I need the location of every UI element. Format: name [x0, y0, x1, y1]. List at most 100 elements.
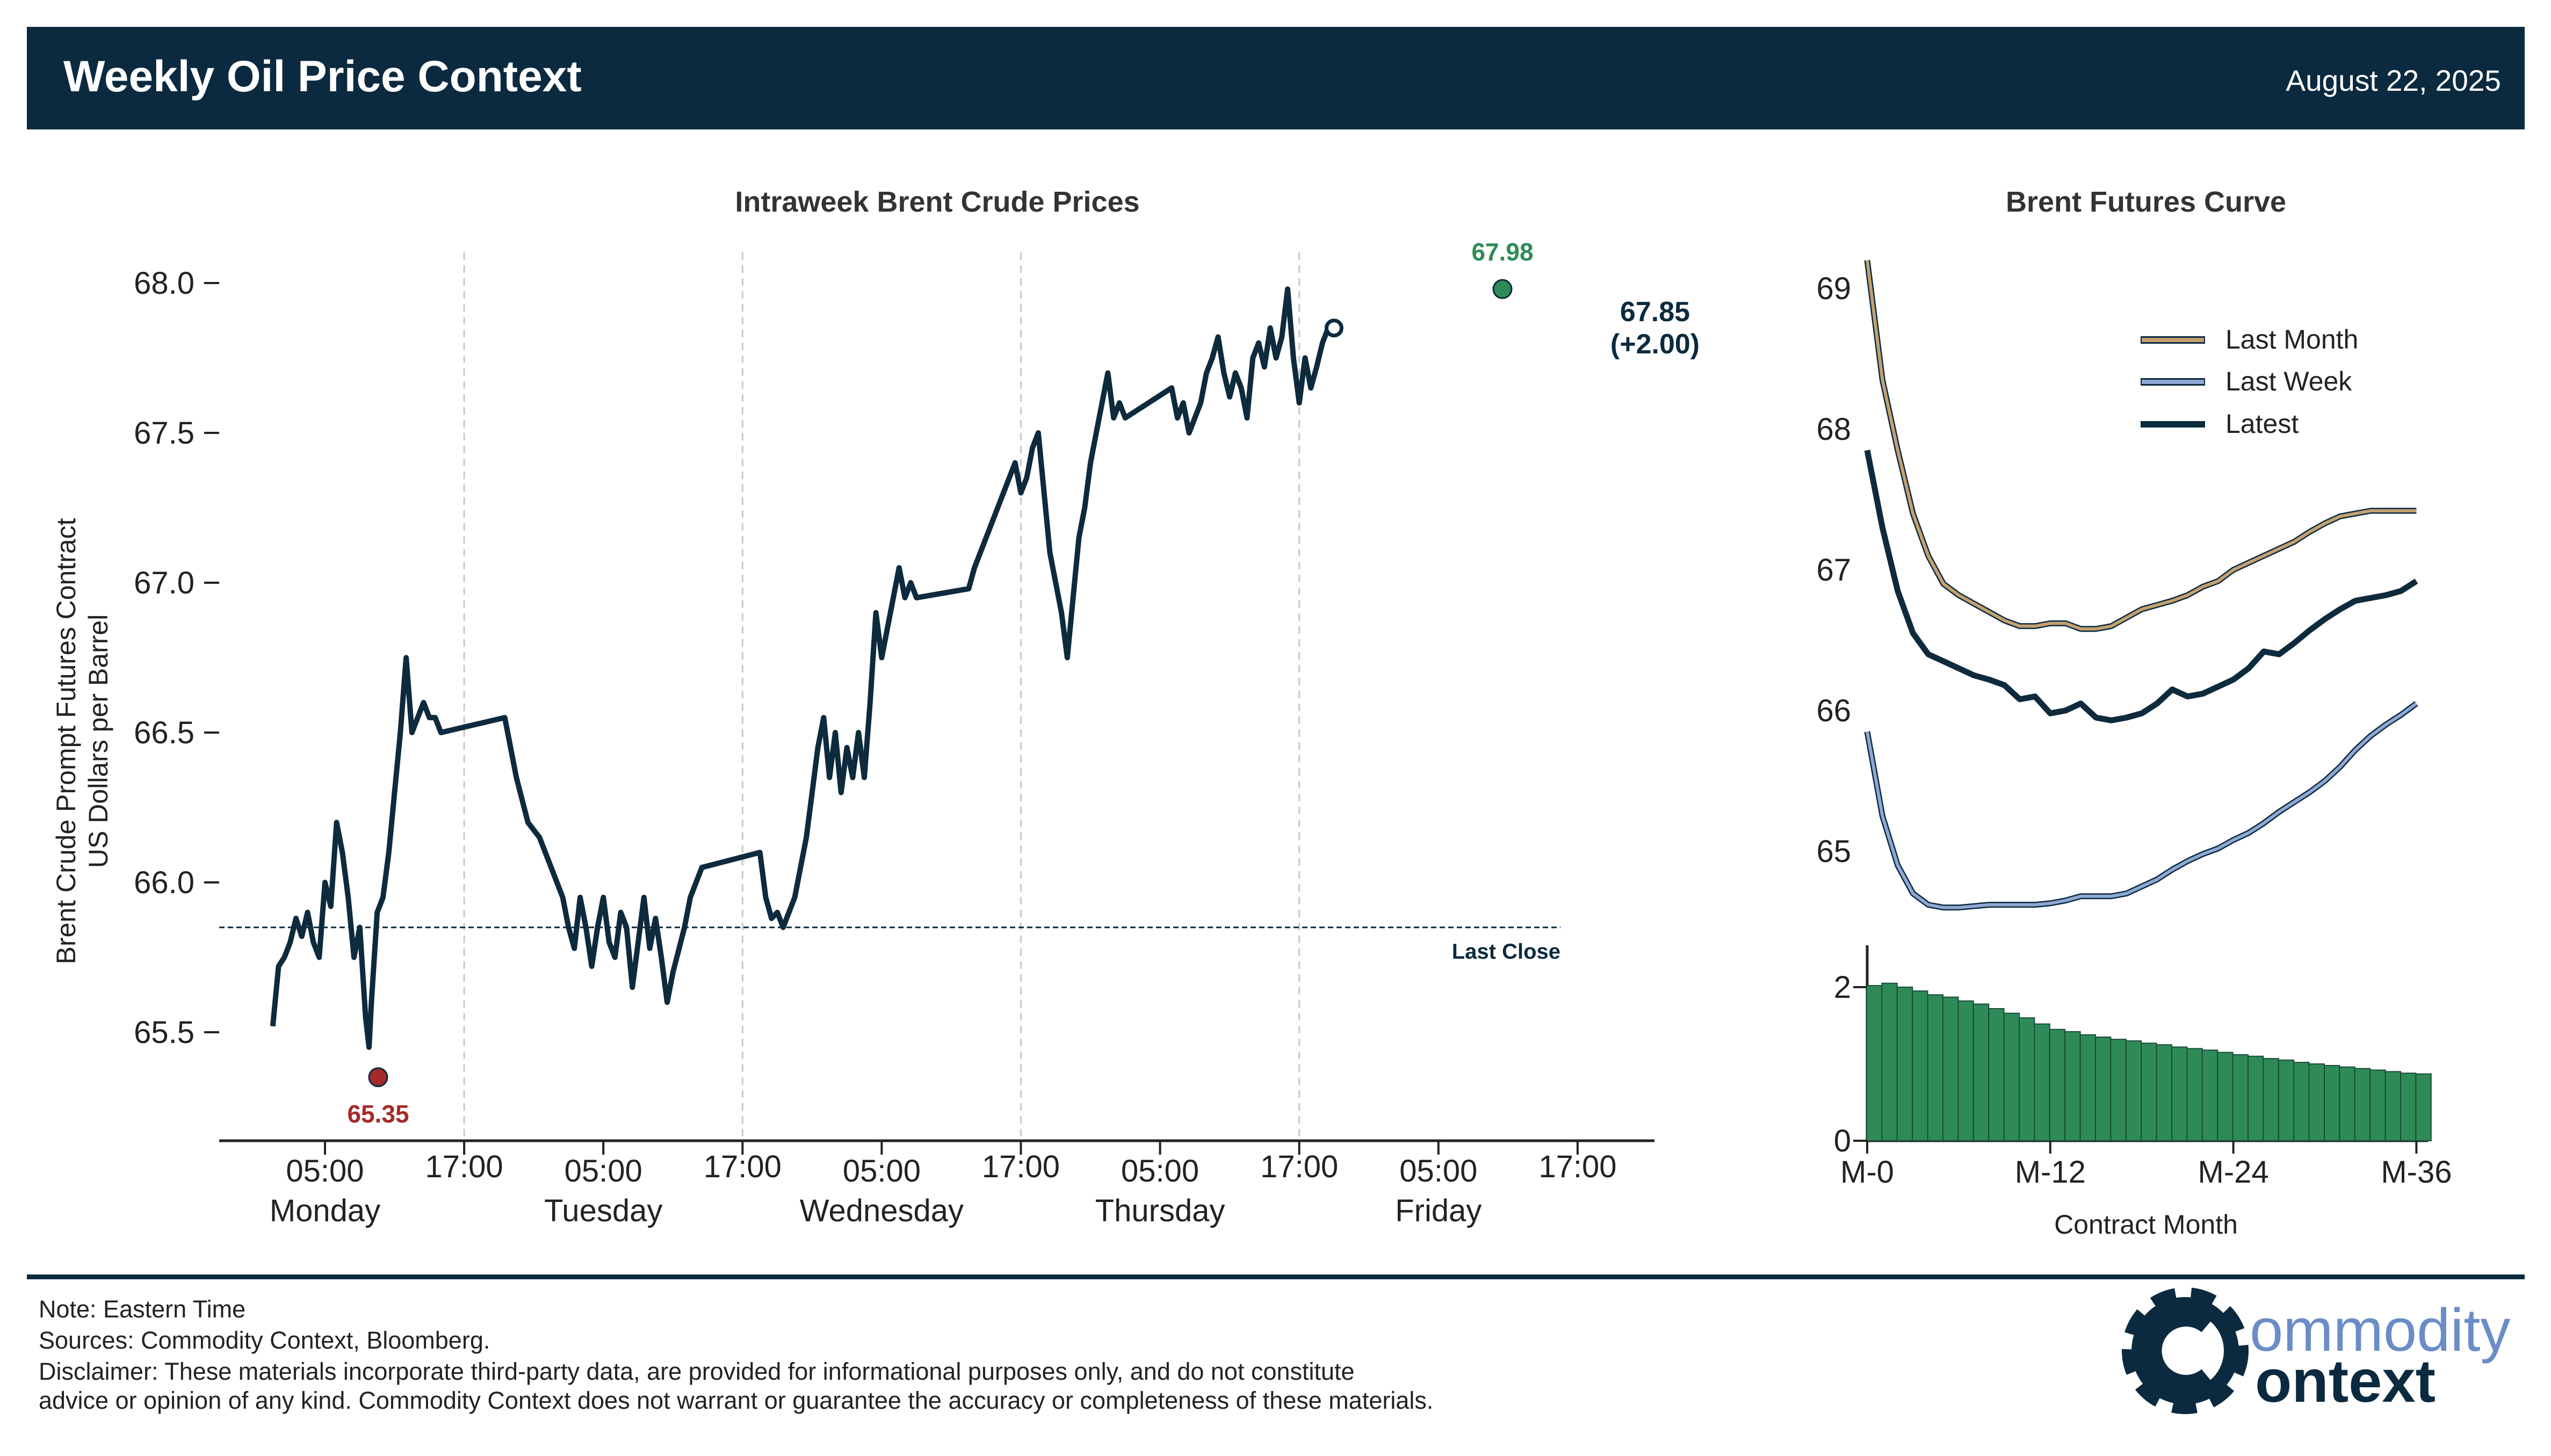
logo-text-context: ontext: [2255, 1348, 2436, 1415]
spread-bar-13: [2064, 1031, 2081, 1142]
legend-label-last-week: Last Week: [2225, 366, 2352, 396]
footer-disclaimer-line-1: Disclaimer: These materials incorporate …: [39, 1358, 1355, 1385]
spread-bar-15: [2095, 1037, 2112, 1142]
curve-line-1: [1866, 702, 2418, 909]
brent-price-line: [270, 286, 1334, 1050]
spread-bar-10: [2019, 1017, 2035, 1141]
spread-bar-3: [1912, 990, 1928, 1141]
spread-bar-14: [2079, 1034, 2097, 1141]
bar-y-tick-label-1: 2: [1834, 970, 1851, 1005]
spread-bar-16: [2110, 1039, 2127, 1141]
spread-bar-36: [2415, 1073, 2432, 1141]
spread-bar-23: [2217, 1052, 2234, 1141]
legend-label-latest: Latest: [2225, 409, 2299, 439]
right-x-tick-label-1: M-12: [2015, 1155, 2086, 1190]
latest-marker: [1324, 318, 1343, 338]
report-date: August 22, 2025: [2286, 64, 2501, 97]
left-y-tick-label-3: 67.0: [134, 566, 194, 600]
spread-bar-9: [2003, 1012, 2020, 1141]
bar-y-tick-label-0: 0: [1834, 1124, 1851, 1158]
commodity-context-logo: ommodity ontext: [2122, 1287, 2510, 1415]
spread-bar-12: [2049, 1028, 2066, 1141]
left-y-tick-label-4: 67.5: [134, 416, 194, 451]
spread-bar-28: [2293, 1062, 2310, 1141]
right-x-tick-label-3: M-36: [2381, 1155, 2452, 1190]
spread-bar-35: [2400, 1073, 2417, 1141]
spread-bar-11: [2034, 1023, 2050, 1141]
curve-outline-1: [1864, 701, 2418, 911]
right-x-axis-label: Contract Month: [2054, 1209, 2238, 1240]
low-marker: [368, 1067, 388, 1088]
spread-bar-31: [2339, 1066, 2355, 1141]
spread-bar-6: [1957, 1000, 1974, 1141]
gear-c-icon: [2122, 1287, 2249, 1414]
spread-bar-5: [1942, 996, 1959, 1141]
spread-bar-19: [2156, 1044, 2173, 1142]
left-x-day-label-8: Friday: [1395, 1193, 1482, 1228]
latest-change-label: (+2.00): [1610, 329, 1700, 360]
left-y-tick-label-5: 68.0: [134, 266, 194, 301]
left-x-day-label-6: Thursday: [1095, 1193, 1225, 1228]
spread-bar-25: [2248, 1055, 2264, 1141]
spread-bar-29: [2308, 1063, 2325, 1141]
left-x-tick-label-1: 17:00: [425, 1149, 503, 1184]
spread-bar-34: [2384, 1071, 2402, 1142]
footer-disclaimer-line-2: advice or opinion of any kind. Commodity…: [39, 1387, 1434, 1414]
left-x-tick-label-3: 17:00: [704, 1149, 782, 1184]
left-x-day-label-0: Monday: [270, 1193, 380, 1228]
latest-value-label: 67.85: [1620, 296, 1690, 328]
right-chart-title: Brent Futures Curve: [2006, 186, 2286, 218]
spread-bar-24: [2232, 1054, 2249, 1142]
spread-bar-33: [2369, 1069, 2386, 1142]
curve-outline-0: [1864, 259, 2417, 632]
high-value-label: 67.98: [1471, 238, 1533, 266]
spread-bar-0: [1866, 985, 1883, 1141]
spread-bar-27: [2278, 1059, 2295, 1142]
right-y-tick-label-4: 69: [1816, 271, 1851, 306]
spread-bar-18: [2141, 1042, 2157, 1142]
left-x-tick-label-6: 05:00: [1121, 1154, 1199, 1189]
curve-legend: Last Month Last Week Latest: [2141, 324, 2358, 439]
last-close-label: Last Close: [1452, 940, 1560, 964]
left-x-tick-label-9: 17:00: [1538, 1149, 1616, 1184]
left-y-tick-label-0: 65.5: [134, 1015, 194, 1050]
right-x-tick-label-0: M-0: [1840, 1155, 1894, 1190]
page-title: Weekly Oil Price Context: [63, 52, 582, 101]
right-y-tick-label-2: 67: [1816, 553, 1851, 588]
left-x-tick-label-4: 05:00: [843, 1154, 921, 1189]
spread-bar-32: [2354, 1068, 2371, 1141]
spread-bar-20: [2171, 1046, 2188, 1141]
left-y-tick-label-2: 66.5: [134, 715, 194, 750]
spread-bar-30: [2324, 1064, 2340, 1142]
low-value-label: 65.35: [347, 1100, 409, 1128]
spread-bar-4: [1927, 994, 1944, 1142]
left-y-axis-label-1: Brent Crude Prompt Futures Contract: [51, 518, 81, 964]
left-y-axis-label-2: US Dollars per Barrel: [83, 614, 113, 868]
spread-bar-26: [2263, 1058, 2279, 1141]
right-y-tick-label-1: 66: [1816, 693, 1851, 728]
spread-bar-21: [2186, 1048, 2203, 1142]
left-chart-title: Intraweek Brent Crude Prices: [735, 186, 1139, 218]
left-y-tick-label-1: 66.0: [134, 865, 194, 900]
footer-sources: Sources: Commodity Context, Bloomberg.: [39, 1327, 490, 1354]
spread-bar-8: [1988, 1008, 2005, 1141]
left-x-day-label-2: Tuesday: [544, 1193, 662, 1228]
left-x-day-label-4: Wednesday: [800, 1193, 964, 1228]
curve-line-0: [1866, 260, 2417, 631]
page-header: Weekly Oil Price Context August 22, 2025: [27, 27, 2525, 129]
spread-bar-2: [1896, 987, 1913, 1141]
spread-bar-7: [1972, 1003, 1990, 1141]
left-x-tick-label-5: 17:00: [982, 1149, 1060, 1184]
right-y-tick-label-0: 65: [1816, 834, 1851, 869]
left-x-tick-label-2: 05:00: [565, 1154, 642, 1189]
logo-text-commodity: ommodity: [2250, 1296, 2510, 1364]
right-y-tick-label-3: 68: [1816, 412, 1851, 447]
curve-line-latest: [1864, 450, 2418, 723]
left-x-tick-label-0: 05:00: [286, 1154, 364, 1189]
footer-note: Note: Eastern Time: [39, 1295, 246, 1323]
left-x-tick-label-7: 17:00: [1260, 1149, 1338, 1184]
spread-bar-17: [2125, 1040, 2142, 1141]
spread-bar-1: [1881, 982, 1898, 1141]
legend-label-last-month: Last Month: [2225, 324, 2358, 354]
